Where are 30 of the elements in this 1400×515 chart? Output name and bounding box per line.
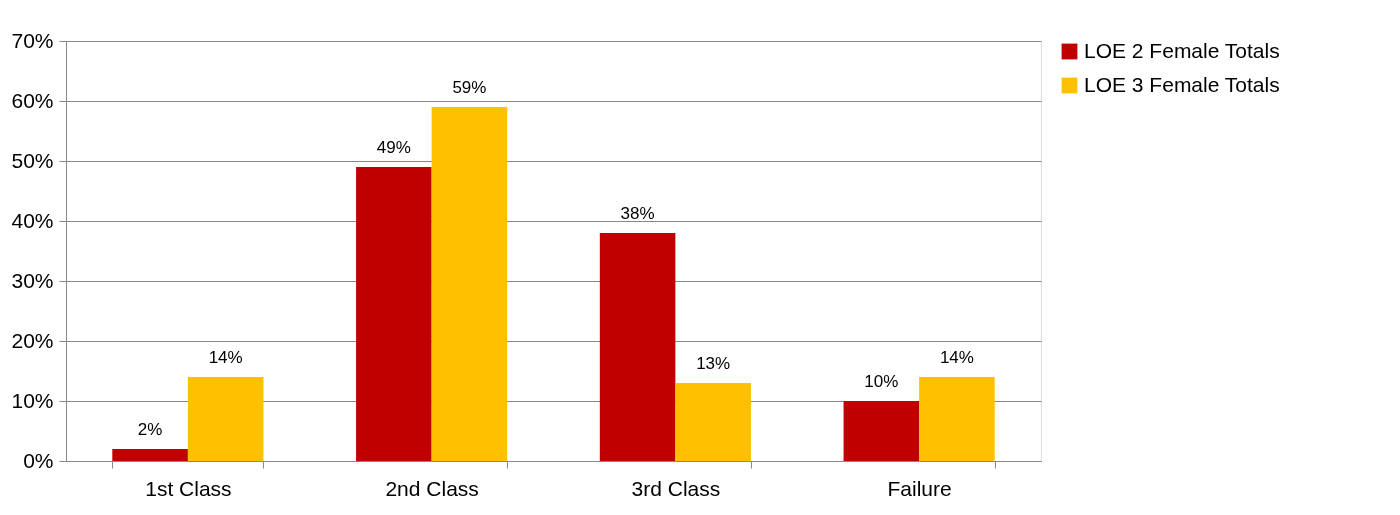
bar [431, 107, 508, 461]
bar [919, 377, 995, 461]
y-tick-label: 50% [11, 148, 54, 172]
data-label: 49% [376, 138, 411, 157]
y-tick-label: 30% [11, 268, 54, 292]
data-label: 14% [939, 348, 974, 367]
data-label: 13% [696, 354, 731, 373]
data-label: 10% [864, 372, 899, 391]
bar [356, 167, 432, 461]
bar [112, 449, 188, 461]
data-label: 14% [208, 348, 243, 367]
legend-label: LOE 2 Female Totals [1084, 38, 1280, 62]
x-tick-label: 3rd Class [631, 476, 721, 500]
data-label: 2% [137, 420, 163, 439]
y-tick-label: 40% [11, 208, 54, 232]
y-tick-label: 20% [11, 328, 54, 352]
legend-label: LOE 3 Female Totals [1084, 72, 1280, 96]
bar [599, 233, 676, 461]
y-tick-label: 60% [11, 88, 54, 112]
bar [843, 401, 920, 461]
y-tick-label: 10% [11, 388, 54, 412]
x-tick-label: Failure [887, 476, 952, 500]
bar [675, 383, 751, 461]
x-tick-label: 2nd Class [385, 476, 479, 500]
y-tick-label: 70% [11, 28, 54, 52]
x-tick-label: 1st Class [145, 476, 232, 500]
bar [187, 377, 264, 461]
y-tick-label: 0% [23, 448, 54, 472]
data-label: 59% [452, 78, 487, 97]
data-label: 38% [620, 204, 655, 223]
